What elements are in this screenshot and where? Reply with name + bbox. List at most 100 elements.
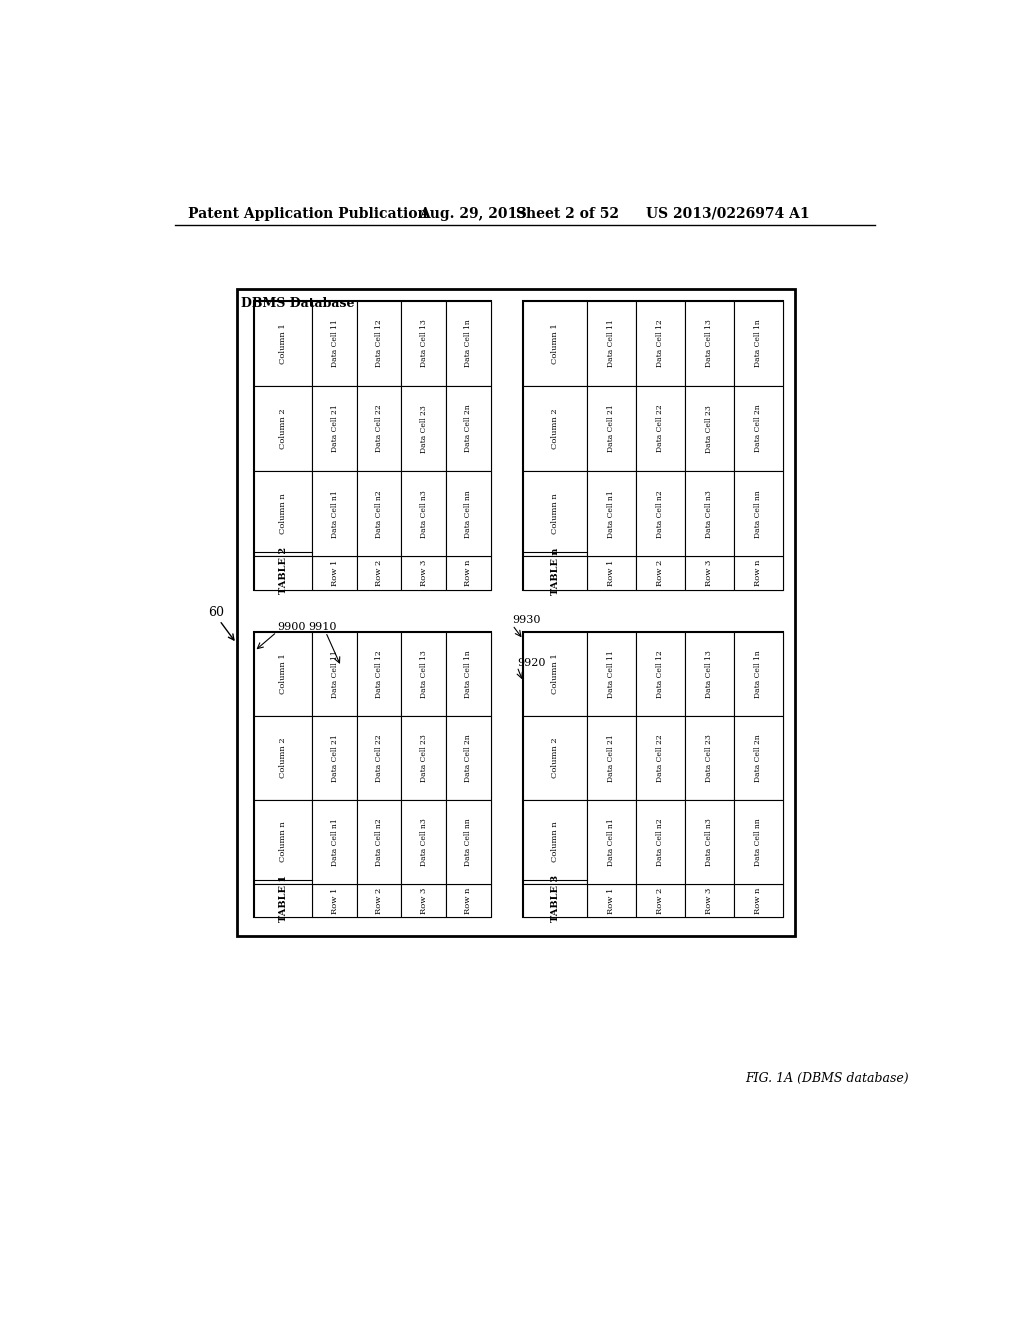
- Text: 60: 60: [208, 606, 224, 619]
- Bar: [636, 385, 685, 471]
- Bar: [636, 715, 685, 800]
- Bar: [587, 884, 636, 917]
- Bar: [636, 557, 685, 590]
- Text: Row 1: Row 1: [331, 560, 339, 586]
- Bar: [587, 471, 636, 557]
- Text: Row 2: Row 2: [375, 887, 383, 913]
- Bar: [356, 385, 401, 471]
- Bar: [523, 471, 587, 557]
- Text: Data Cell 23: Data Cell 23: [706, 405, 714, 453]
- Bar: [254, 557, 312, 590]
- Bar: [312, 884, 356, 917]
- Text: Row 1: Row 1: [607, 560, 615, 586]
- Bar: [356, 632, 401, 715]
- Bar: [636, 884, 685, 917]
- Text: Data Cell 23: Data Cell 23: [420, 734, 428, 781]
- Text: Data Cell n2: Data Cell n2: [375, 490, 383, 537]
- Bar: [734, 715, 783, 800]
- Text: Data Cell 12: Data Cell 12: [375, 319, 383, 367]
- Text: Data Cell 1n: Data Cell 1n: [465, 319, 472, 367]
- Bar: [446, 385, 490, 471]
- Bar: [523, 715, 587, 800]
- Text: Row 3: Row 3: [420, 887, 428, 913]
- Text: Data Cell 11: Data Cell 11: [331, 319, 339, 367]
- Bar: [254, 301, 490, 590]
- Bar: [587, 715, 636, 800]
- Bar: [312, 800, 356, 884]
- Bar: [401, 557, 446, 590]
- Text: TABLE 3: TABLE 3: [551, 875, 559, 921]
- Text: Data Cell 2n: Data Cell 2n: [755, 734, 763, 781]
- Text: Column 2: Column 2: [551, 738, 559, 779]
- Bar: [523, 301, 783, 590]
- Bar: [523, 557, 587, 590]
- Bar: [356, 557, 401, 590]
- Text: Data Cell 12: Data Cell 12: [656, 649, 665, 698]
- Text: Data Cell 21: Data Cell 21: [331, 405, 339, 453]
- Bar: [636, 632, 685, 715]
- Text: Data Cell n3: Data Cell n3: [420, 818, 428, 866]
- Text: Column n: Column n: [280, 494, 288, 535]
- Text: TABLE 1: TABLE 1: [279, 875, 288, 921]
- Bar: [446, 884, 490, 917]
- Bar: [254, 301, 312, 385]
- Bar: [446, 301, 490, 385]
- Bar: [523, 800, 587, 884]
- Text: Column 1: Column 1: [280, 653, 288, 694]
- Bar: [523, 632, 783, 917]
- Text: Column n: Column n: [551, 494, 559, 535]
- Text: Column 1: Column 1: [551, 653, 559, 694]
- Bar: [636, 301, 685, 385]
- Text: Data Cell nn: Data Cell nn: [465, 490, 472, 537]
- Text: US 2013/0226974 A1: US 2013/0226974 A1: [646, 207, 809, 220]
- Bar: [685, 715, 734, 800]
- Bar: [401, 715, 446, 800]
- Bar: [523, 632, 587, 715]
- Text: Data Cell 11: Data Cell 11: [607, 319, 615, 367]
- Text: Data Cell n1: Data Cell n1: [331, 490, 339, 537]
- Text: DBMS Database: DBMS Database: [241, 297, 354, 310]
- Bar: [401, 385, 446, 471]
- Bar: [685, 385, 734, 471]
- Text: Data Cell 21: Data Cell 21: [607, 734, 615, 781]
- Bar: [523, 884, 587, 917]
- Bar: [636, 471, 685, 557]
- Bar: [446, 632, 490, 715]
- Text: Patent Application Publication: Patent Application Publication: [188, 207, 428, 220]
- Text: 9920: 9920: [517, 657, 546, 668]
- Text: Data Cell nn: Data Cell nn: [755, 818, 763, 866]
- Bar: [356, 800, 401, 884]
- Text: Data Cell 23: Data Cell 23: [420, 405, 428, 453]
- Bar: [254, 884, 312, 917]
- Bar: [356, 471, 401, 557]
- Text: Data Cell 22: Data Cell 22: [375, 405, 383, 453]
- Text: Data Cell 2n: Data Cell 2n: [465, 734, 472, 781]
- Text: Row 3: Row 3: [706, 887, 714, 913]
- Text: Data Cell nn: Data Cell nn: [755, 490, 763, 537]
- Bar: [401, 632, 446, 715]
- Bar: [401, 884, 446, 917]
- Bar: [312, 385, 356, 471]
- Text: Data Cell n2: Data Cell n2: [656, 818, 665, 866]
- Text: Column n: Column n: [551, 821, 559, 862]
- Text: Row 3: Row 3: [706, 560, 714, 586]
- Bar: [356, 715, 401, 800]
- Bar: [312, 632, 356, 715]
- Text: Row 2: Row 2: [375, 560, 383, 586]
- Bar: [254, 471, 312, 557]
- Bar: [401, 301, 446, 385]
- Bar: [734, 471, 783, 557]
- Text: Data Cell 2n: Data Cell 2n: [755, 405, 763, 453]
- Bar: [312, 715, 356, 800]
- Text: Data Cell n1: Data Cell n1: [607, 818, 615, 866]
- Text: 9930: 9930: [512, 615, 541, 626]
- Text: Column 2: Column 2: [551, 408, 559, 449]
- Bar: [587, 385, 636, 471]
- Bar: [636, 800, 685, 884]
- Bar: [685, 557, 734, 590]
- Bar: [312, 557, 356, 590]
- Text: Data Cell n3: Data Cell n3: [706, 818, 714, 866]
- Text: Aug. 29, 2013: Aug. 29, 2013: [419, 207, 526, 220]
- Text: Row n: Row n: [465, 887, 472, 913]
- Text: Data Cell 13: Data Cell 13: [706, 319, 714, 367]
